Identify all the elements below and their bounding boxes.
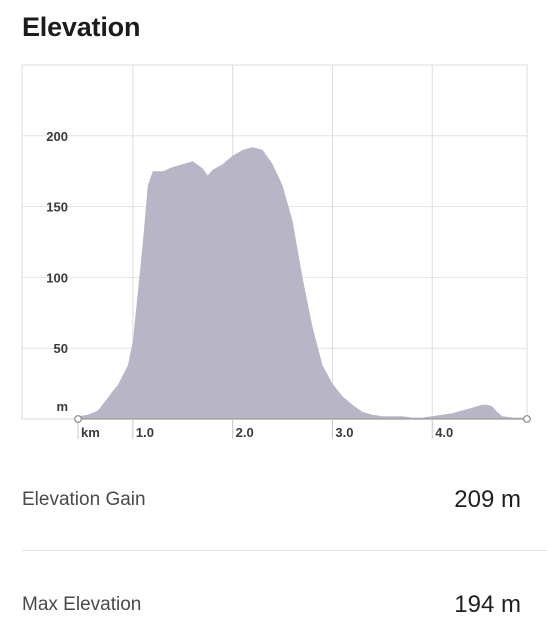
y-tick-label: 200 <box>46 129 68 144</box>
stat-elevation-gain: Elevation Gain 209 m <box>22 470 521 530</box>
end-point <box>523 415 531 423</box>
section-title: Elevation <box>22 12 141 42</box>
stat-value: 194 m <box>454 591 521 618</box>
stat-max-elevation: Max Elevation 194 m <box>22 575 521 635</box>
y-tick-label: 150 <box>46 200 68 215</box>
stat-value: 209 m <box>454 486 521 513</box>
y-tick-label: 50 <box>54 341 68 356</box>
y-tick-label: 100 <box>46 270 68 285</box>
x-tick-label: 2.0 <box>236 425 254 440</box>
y-unit-label: m <box>56 399 68 414</box>
elevation-area <box>78 147 527 419</box>
x-unit-label: km <box>81 425 100 440</box>
elevation-chart: 50 100 150 200 mkm 1.0 2.0 3.0 4.0 <box>21 64 531 440</box>
start-point <box>74 415 82 423</box>
x-tick-label: 4.0 <box>435 425 453 440</box>
divider <box>22 550 547 551</box>
stat-label: Elevation Gain <box>22 489 146 510</box>
chart-axes <box>74 415 531 439</box>
x-tick-label: 3.0 <box>335 425 353 440</box>
stat-label: Max Elevation <box>22 594 142 615</box>
chart-tick-labels: 50 100 150 200 mkm 1.0 2.0 3.0 4.0 <box>46 129 453 440</box>
x-tick-label: 1.0 <box>136 425 154 440</box>
